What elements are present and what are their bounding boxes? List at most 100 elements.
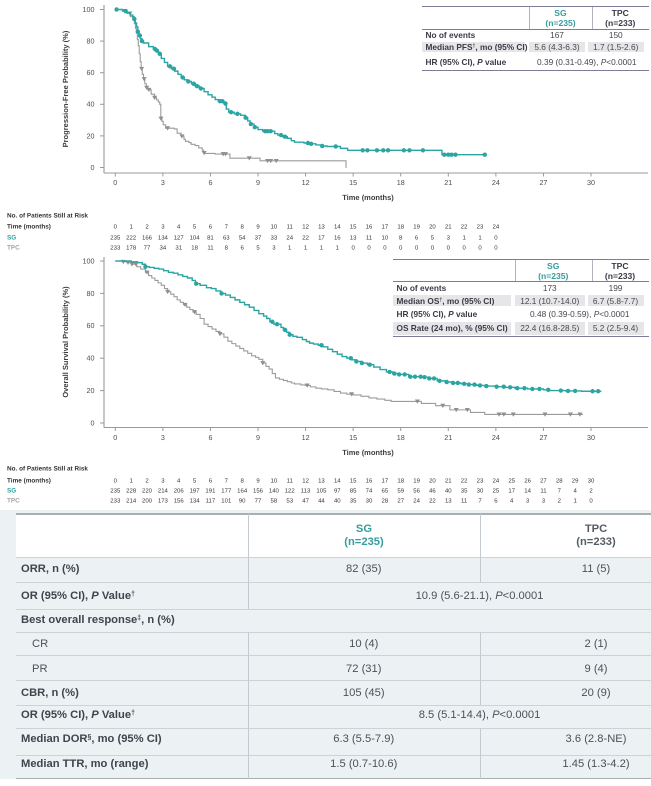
svg-text:24: 24 [492,433,500,442]
svg-text:134: 134 [158,235,169,242]
svg-text:197: 197 [190,488,201,495]
svg-text:6: 6 [208,178,212,187]
svg-text:0: 0 [91,418,95,427]
svg-text:6: 6 [415,235,419,242]
svg-text:3: 3 [161,478,165,485]
svg-text:47: 47 [302,498,309,505]
svg-text:4: 4 [177,478,181,485]
svg-text:30: 30 [587,178,595,187]
svg-text:1: 1 [462,235,466,242]
svg-text:191: 191 [205,488,216,495]
svg-text:1: 1 [288,245,292,252]
svg-text:1: 1 [336,245,340,252]
svg-text:40: 40 [334,498,341,505]
svg-text:8: 8 [240,224,244,231]
svg-text:No. of Patients Still at Risk: No. of Patients Still at Risk [7,213,88,220]
svg-text:0: 0 [399,245,403,252]
svg-text:1: 1 [320,245,324,252]
svg-text:17: 17 [382,224,389,231]
svg-text:10: 10 [382,235,389,242]
svg-text:177: 177 [221,488,232,495]
svg-text:12: 12 [302,433,310,442]
svg-text:77: 77 [144,245,151,252]
svg-text:30: 30 [588,478,595,485]
svg-text:18: 18 [397,224,404,231]
svg-text:19: 19 [413,478,420,485]
svg-text:2: 2 [558,498,562,505]
svg-text:56: 56 [413,488,420,495]
svg-text:60: 60 [87,68,95,77]
svg-text:40: 40 [445,488,452,495]
svg-text:13: 13 [445,498,452,505]
svg-text:11: 11 [287,478,294,485]
svg-text:15: 15 [350,224,357,231]
svg-text:40: 40 [87,100,95,109]
svg-text:134: 134 [190,498,201,505]
svg-text:3: 3 [161,178,165,187]
svg-text:4: 4 [510,498,514,505]
svg-text:SG: SG [7,488,16,495]
svg-text:11: 11 [540,488,547,495]
svg-text:233: 233 [110,498,121,505]
svg-text:6: 6 [209,478,213,485]
svg-text:65: 65 [382,488,389,495]
svg-text:0: 0 [351,245,355,252]
svg-text:6: 6 [209,224,213,231]
svg-text:30: 30 [477,488,484,495]
svg-text:5: 5 [193,224,197,231]
svg-text:8: 8 [240,478,244,485]
svg-text:19: 19 [413,224,420,231]
svg-text:20: 20 [87,386,95,395]
svg-text:9: 9 [256,224,260,231]
svg-text:25: 25 [493,488,500,495]
svg-text:0: 0 [494,235,498,242]
svg-text:16: 16 [366,478,373,485]
svg-text:15: 15 [349,178,357,187]
svg-text:13: 13 [318,478,325,485]
svg-text:21: 21 [444,178,452,187]
svg-text:22: 22 [461,478,468,485]
svg-text:12: 12 [302,178,310,187]
svg-text:Overall Survival Probability (: Overall Survival Probability (%) [61,286,70,398]
svg-text:Time (months): Time (months) [7,224,51,231]
svg-text:3: 3 [526,498,530,505]
svg-text:122: 122 [285,488,296,495]
svg-text:20: 20 [429,478,436,485]
svg-text:9: 9 [256,478,260,485]
svg-text:22: 22 [302,235,309,242]
svg-text:0: 0 [589,498,593,505]
svg-text:4: 4 [573,488,577,495]
svg-text:24: 24 [493,478,500,485]
svg-text:100: 100 [83,256,95,265]
svg-text:22: 22 [429,498,436,505]
svg-text:113: 113 [301,488,311,495]
svg-text:105: 105 [316,488,327,495]
svg-text:7: 7 [225,478,229,485]
svg-text:9: 9 [256,433,260,442]
svg-text:0: 0 [415,245,419,252]
svg-text:2: 2 [589,488,593,495]
svg-text:17: 17 [508,488,515,495]
svg-text:27: 27 [539,178,547,187]
svg-text:37: 37 [255,235,262,242]
svg-text:18: 18 [191,245,198,252]
svg-text:8: 8 [399,235,403,242]
svg-text:10: 10 [271,478,278,485]
svg-text:166: 166 [142,235,153,242]
svg-text:26: 26 [524,478,531,485]
svg-text:0: 0 [383,245,387,252]
svg-text:97: 97 [334,488,341,495]
svg-text:80: 80 [87,37,95,46]
svg-text:27: 27 [540,478,547,485]
svg-text:164: 164 [237,488,248,495]
svg-text:44: 44 [318,498,325,505]
svg-text:25: 25 [508,478,515,485]
svg-text:100: 100 [83,5,95,14]
svg-text:0: 0 [478,245,482,252]
svg-text:16: 16 [334,235,341,242]
svg-text:0: 0 [447,245,451,252]
svg-text:11: 11 [366,235,373,242]
svg-text:0: 0 [367,245,371,252]
svg-text:30: 30 [366,498,373,505]
svg-text:24: 24 [493,224,500,231]
